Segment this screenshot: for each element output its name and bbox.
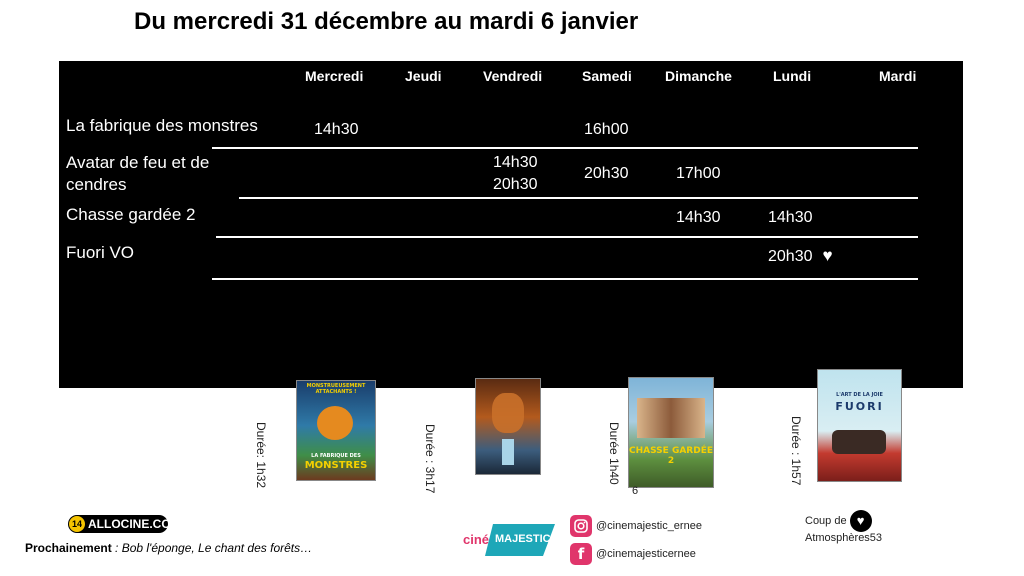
poster-figure <box>492 393 524 433</box>
facebook-link[interactable]: f @cinemajesticernee <box>570 543 696 565</box>
poster-figure-small <box>502 439 514 465</box>
poster-fuori: L'ART DE LA JOIE FUORI <box>817 369 902 482</box>
instagram-handle: @cinemajestic_ernee <box>596 520 702 532</box>
duration-label: Durée : 3h17 <box>423 424 437 494</box>
poster-fabrique-des-monstres: MONSTRUEUSEMENT ATTACHANTS ! LA FABRIQUE… <box>296 380 376 481</box>
logo-majestic-text: MAJESTIC <box>495 533 551 545</box>
instagram-icon <box>570 515 592 537</box>
day-header-lundi: Lundi <box>773 68 812 84</box>
showtime: 14h30 <box>768 209 813 226</box>
poster-creature <box>317 406 353 440</box>
facebook-icon: f <box>570 543 592 565</box>
poster-chasse-gardee-2: CHASSE GARDÉE 2 <box>628 377 714 488</box>
logo-shape <box>485 524 555 556</box>
film-name-chasse-gardee: Chasse gardée 2 <box>66 205 196 224</box>
duration-label: Durée : 1h57 <box>789 416 803 486</box>
day-header-mardi: Mardi <box>879 68 917 84</box>
showtime: 20h30 <box>584 165 629 182</box>
row-divider <box>239 197 918 199</box>
poster-avatar <box>475 378 541 475</box>
logo-cine-text: ciné <box>463 532 490 547</box>
upcoming-list: : Bob l'éponge, Le chant des forêts… <box>111 541 313 555</box>
showtime: 16h00 <box>584 121 629 138</box>
coup-org: Atmosphères53 <box>805 532 883 544</box>
heart-icon: ♥ <box>849 510 872 532</box>
poster-tagline: MONSTRUEUSEMENT ATTACHANTS ! <box>306 383 366 395</box>
poster-title-line2: MONSTRES <box>304 460 368 471</box>
duration-extra: 6 <box>632 485 639 497</box>
poster-figures <box>832 430 886 454</box>
coup-de-coeur: Coup de ♥ Atmosphères53 <box>805 510 882 544</box>
film-name-fuori: Fuori VO <box>66 243 135 262</box>
upcoming-label-tail: t <box>107 541 112 555</box>
poster-title: CHASSE GARDÉE 2 <box>629 446 713 466</box>
heart-icon: ♥ <box>822 246 833 265</box>
duration-label: Durée 1h40 <box>607 422 621 485</box>
allocine-text: ALLOCINE.COM <box>88 517 181 531</box>
showtime: 20h30 <box>493 176 538 193</box>
film-name-fabrique: La fabrique des monstres <box>66 116 258 135</box>
poster-subtitle: L'ART DE LA JOIE <box>836 392 883 398</box>
showtime: 20h30 ♥ <box>768 245 833 268</box>
cinema-majestic-logo: ciné MAJESTIC <box>463 520 559 560</box>
showtime: 14h30 <box>676 209 721 226</box>
allocine-badge: 14 <box>69 516 85 532</box>
showtime-value: 20h30 <box>768 248 813 265</box>
facebook-handle: @cinemajesticernee <box>596 548 696 560</box>
day-header-vendredi: Vendredi <box>483 68 543 84</box>
day-header-samedi: Samedi <box>582 68 632 84</box>
film-name-avatar: Avatar de feu et de cendres <box>66 153 210 194</box>
row-divider <box>212 278 918 280</box>
allocine-logo: 14 ALLOCINE.COM <box>68 515 181 533</box>
instagram-link[interactable]: @cinemajestic_ernee <box>570 515 702 537</box>
showtime: 14h30 <box>493 154 538 171</box>
day-header-dimanche: Dimanche <box>665 68 732 84</box>
showtime: 14h30 <box>314 121 359 138</box>
row-divider <box>212 147 918 149</box>
upcoming-films: Prochainement : Bob l'éponge, Le chant d… <box>25 541 312 555</box>
duration-label: Durée: 1h32 <box>254 422 268 489</box>
poster-cast <box>637 398 705 438</box>
row-divider <box>216 236 918 238</box>
upcoming-label: Prochainemen <box>25 541 108 555</box>
day-header-jeudi: Jeudi <box>405 68 442 84</box>
coup-label: Coup de <box>805 514 847 527</box>
day-header-mercredi: Mercredi <box>305 68 364 84</box>
page-title: Du mercredi 31 décembre au mardi 6 janvi… <box>134 8 639 35</box>
showtime: 17h00 <box>676 165 721 182</box>
poster-title-line1: LA FABRIQUE DES <box>311 453 361 459</box>
poster-title: FUORI <box>835 400 884 413</box>
schedule-board: Mercredi Jeudi Vendredi Samedi Dimanche … <box>59 61 963 388</box>
